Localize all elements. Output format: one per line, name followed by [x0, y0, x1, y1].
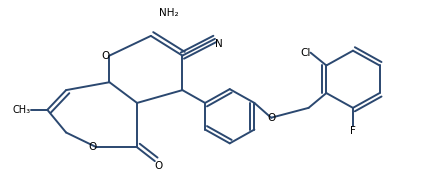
Text: O: O — [155, 161, 163, 171]
Text: N: N — [215, 39, 223, 49]
Text: Cl: Cl — [300, 48, 311, 58]
Text: O: O — [101, 51, 109, 61]
Text: NH₂: NH₂ — [159, 8, 179, 18]
Text: F: F — [350, 126, 356, 136]
Text: O: O — [88, 142, 97, 152]
Text: CH₃: CH₃ — [13, 105, 30, 115]
Text: O: O — [267, 113, 275, 123]
